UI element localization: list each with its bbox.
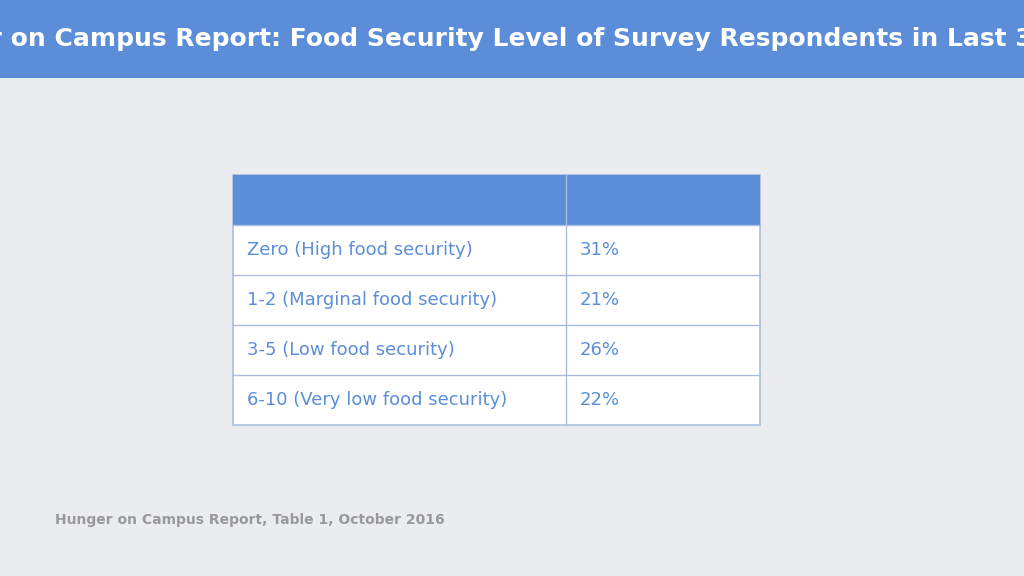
Text: Hunger on Campus Report, Table 1, October 2016: Hunger on Campus Report, Table 1, Octobe…	[55, 513, 444, 527]
Bar	[0, 0, 1024, 78]
Bar	[233, 175, 760, 425]
Text: Zero (High food security): Zero (High food security)	[247, 241, 473, 259]
Text: 31%: 31%	[580, 241, 621, 259]
Text: 21%: 21%	[580, 291, 621, 309]
Text: 6-10 (Very low food security): 6-10 (Very low food security)	[247, 391, 507, 409]
Text: 22%: 22%	[580, 391, 621, 409]
Bar	[233, 175, 760, 225]
Text: Hunger on Campus Report: Food Security Level of Survey Respondents in Last 30 Da: Hunger on Campus Report: Food Security L…	[0, 27, 1024, 51]
Text: 1-2 (Marginal food security): 1-2 (Marginal food security)	[247, 291, 497, 309]
Text: 26%: 26%	[580, 341, 621, 359]
Text: 3-5 (Low food security): 3-5 (Low food security)	[247, 341, 455, 359]
